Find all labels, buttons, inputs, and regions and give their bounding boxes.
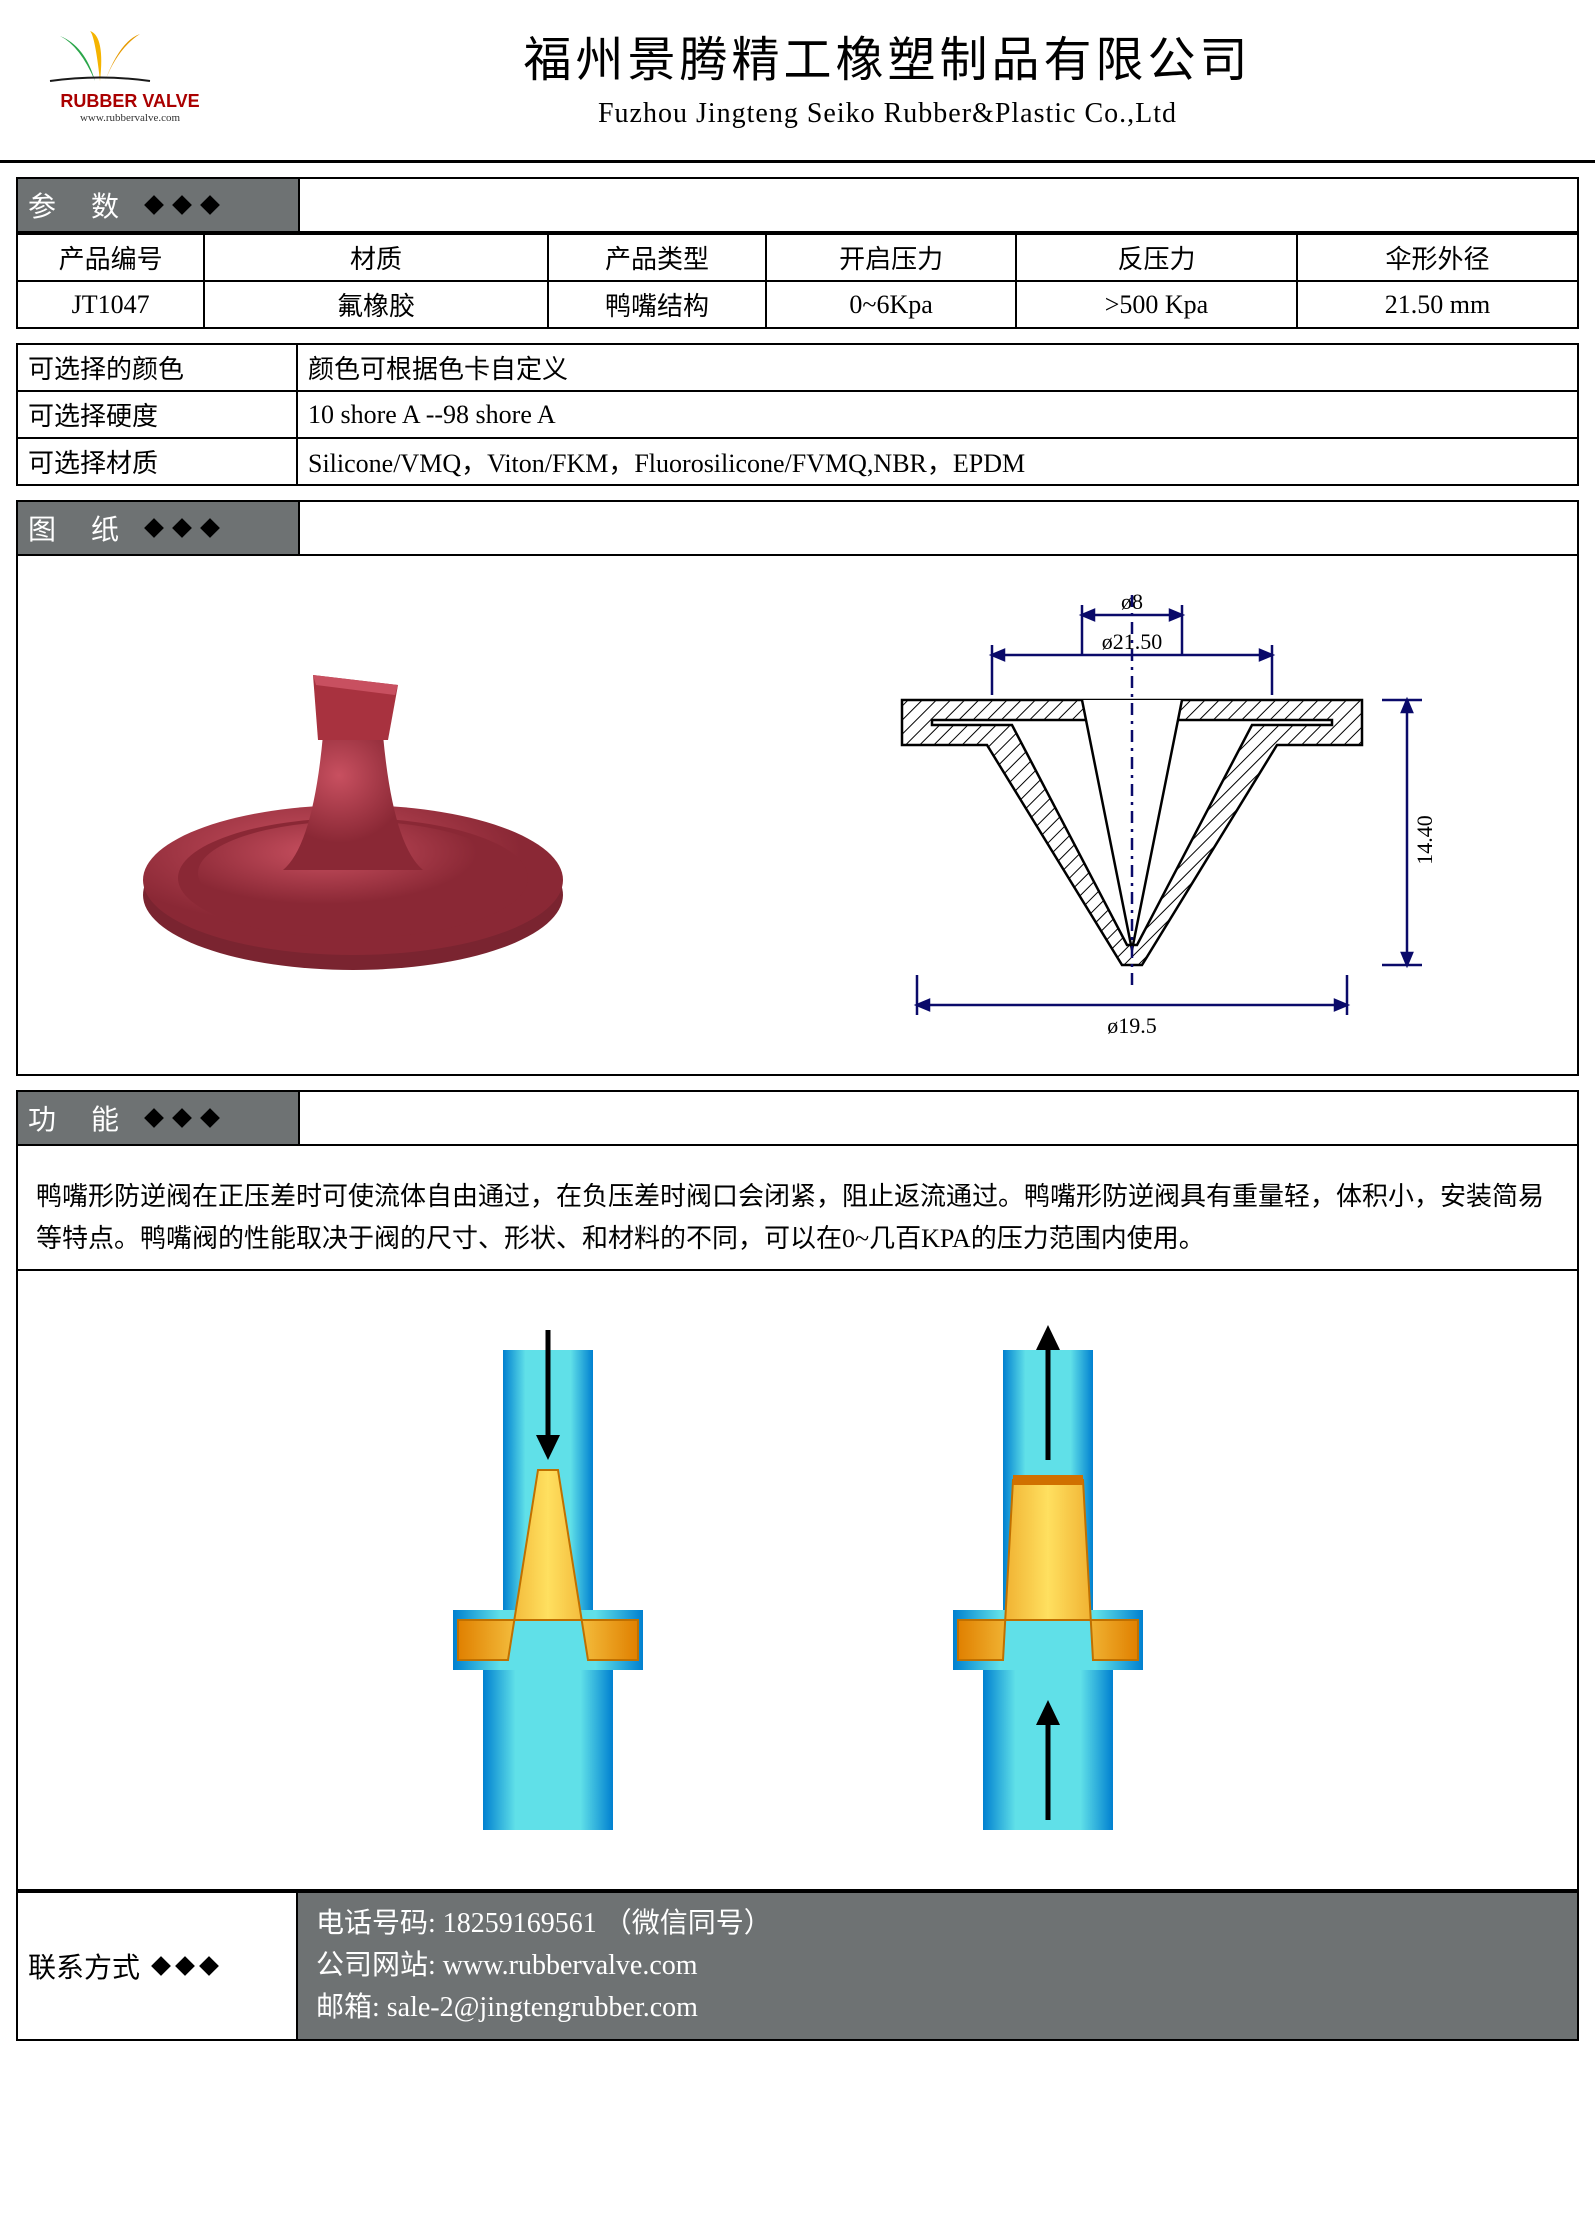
contact-email: 邮箱: sale-2@jingtengrubber.com: [316, 1987, 1559, 2029]
drawing-area: ø8 ø21.50: [16, 556, 1579, 1076]
section-bar-spacer: [298, 179, 1577, 231]
logo-brand-text: RUBBER VALVE: [40, 91, 220, 112]
product-render: [113, 615, 593, 1015]
diamond-icon: [200, 195, 220, 215]
diamond-icon: [199, 1956, 219, 1976]
spec-table: 产品编号 材质 产品类型 开启压力 反压力 伞形外径 JT1047 氟橡胶 鸭嘴…: [16, 233, 1579, 329]
spec-cell: >500 Kpa: [1016, 281, 1297, 328]
option-label: 可选择的颜色: [17, 344, 297, 391]
option-value: Silicone/VMQ，Viton/FKM，Fluorosilicone/FV…: [297, 438, 1578, 485]
spec-header: 产品类型: [548, 234, 767, 281]
option-value: 颜色可根据色卡自定义: [297, 344, 1578, 391]
table-row: 可选择硬度 10 shore A --98 shore A: [17, 391, 1578, 438]
section-label-drawing: 图 纸: [18, 502, 298, 554]
svg-text:ø19.5: ø19.5: [1108, 1013, 1158, 1038]
contact-row: 联系方式 电话号码: 18259169561 （微信同号） 公司网站: www.…: [16, 1891, 1579, 2041]
spec-header: 产品编号: [17, 234, 204, 281]
spec-header: 反压力: [1016, 234, 1297, 281]
section-label-params: 参 数: [18, 179, 298, 231]
options-table: 可选择的颜色 颜色可根据色卡自定义 可选择硬度 10 shore A --98 …: [16, 343, 1579, 486]
spec-cell: 氟橡胶: [204, 281, 547, 328]
section-label-function: 功 能: [18, 1092, 298, 1144]
option-label: 可选择硬度: [17, 391, 297, 438]
function-figures: [16, 1271, 1579, 1891]
diamond-icon: [200, 1108, 220, 1128]
section-label-text: 图 纸: [28, 508, 133, 548]
section-bar-drawing: 图 纸: [16, 500, 1579, 556]
diamond-icon: [172, 1108, 192, 1128]
section-bar-params: 参 数: [16, 177, 1579, 233]
logo-icon: [40, 26, 160, 86]
diamond-icon: [175, 1956, 195, 1976]
diamond-icon: [144, 1108, 164, 1128]
diamond-icon: [172, 518, 192, 538]
section-label-text: 参 数: [28, 185, 133, 225]
diamond-icon: [151, 1956, 171, 1976]
section-label-text: 功 能: [28, 1098, 133, 1138]
header-titles: 福州景腾精工橡塑制品有限公司 Fuzhou Jingteng Seiko Rub…: [220, 20, 1555, 130]
svg-text:14.40: 14.40: [1412, 815, 1437, 865]
table-row: 可选择的颜色 颜色可根据色卡自定义: [17, 344, 1578, 391]
section-label-text: 联系方式: [28, 1946, 140, 1986]
diamond-icon: [144, 195, 164, 215]
table-row: 产品编号 材质 产品类型 开启压力 反压力 伞形外径: [17, 234, 1578, 281]
spec-cell: JT1047: [17, 281, 204, 328]
option-label: 可选择材质: [17, 438, 297, 485]
spec-header: 伞形外径: [1297, 234, 1578, 281]
valve-closed-figure: [398, 1320, 698, 1840]
section-bar-spacer: [298, 502, 1577, 554]
spec-cell: 21.50 mm: [1297, 281, 1578, 328]
company-name-cn: 福州景腾精工橡塑制品有限公司: [220, 20, 1555, 90]
spec-cell: 0~6Kpa: [766, 281, 1016, 328]
contact-label: 联系方式: [18, 1893, 298, 2039]
table-row: JT1047 氟橡胶 鸭嘴结构 0~6Kpa >500 Kpa 21.50 mm: [17, 281, 1578, 328]
logo-url-text: www.rubbervalve.com: [40, 112, 220, 124]
table-row: 可选择材质 Silicone/VMQ，Viton/FKM，Fluorosilic…: [17, 438, 1578, 485]
technical-drawing: ø8 ø21.50: [782, 585, 1482, 1045]
contact-body: 电话号码: 18259169561 （微信同号） 公司网站: www.rubbe…: [298, 1893, 1577, 2039]
company-name-en: Fuzhou Jingteng Seiko Rubber&Plastic Co.…: [220, 98, 1555, 130]
spec-header: 开启压力: [766, 234, 1016, 281]
option-value: 10 shore A --98 shore A: [297, 391, 1578, 438]
contact-web: 公司网站: www.rubbervalve.com: [316, 1945, 1559, 1987]
page-header: RUBBER VALVE www.rubbervalve.com 福州景腾精工橡…: [0, 0, 1595, 163]
diamond-icon: [144, 518, 164, 538]
diamond-icon: [200, 518, 220, 538]
spec-header: 材质: [204, 234, 547, 281]
company-logo: RUBBER VALVE www.rubbervalve.com: [40, 26, 220, 124]
section-bar-function: 功 能: [16, 1090, 1579, 1146]
valve-open-figure: [898, 1320, 1198, 1840]
contact-phone: 电话号码: 18259169561 （微信同号）: [316, 1903, 1559, 1945]
spec-cell: 鸭嘴结构: [548, 281, 767, 328]
section-bar-spacer: [298, 1092, 1577, 1144]
diamond-icon: [172, 195, 192, 215]
function-description: 鸭嘴形防逆阀在正压差时可使流体自由通过，在负压差时阀口会闭紧，阻止返流通过。鸭嘴…: [16, 1146, 1579, 1271]
